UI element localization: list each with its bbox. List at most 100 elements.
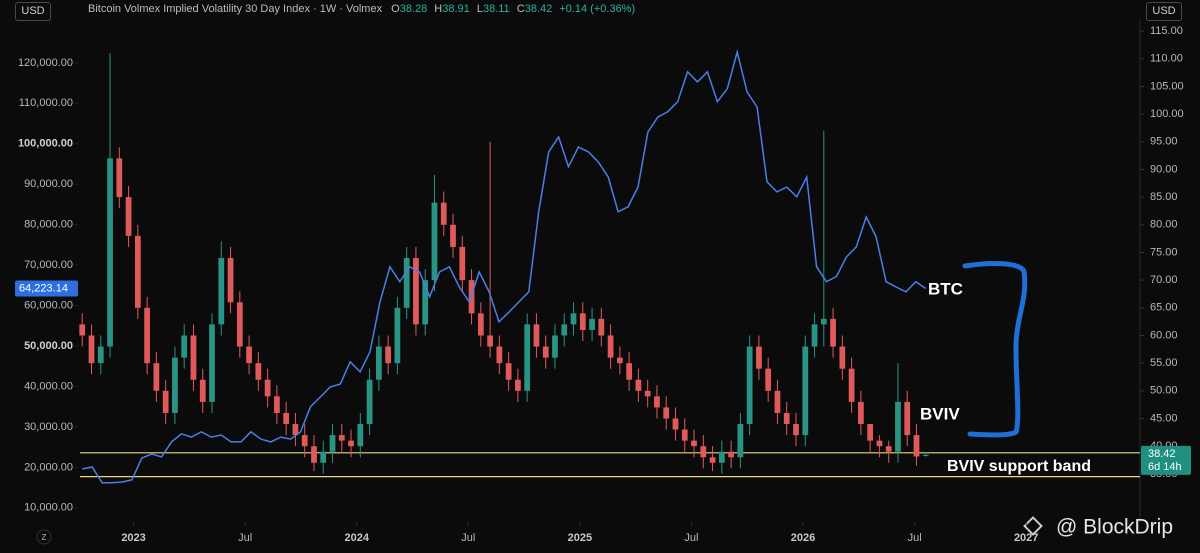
watermark-text: @ BlockDrip — [1056, 516, 1173, 539]
candle-body — [274, 396, 280, 413]
candle-body — [579, 313, 586, 330]
candle-body — [348, 440, 354, 447]
candle-body — [885, 446, 892, 452]
x-tick-label: 2024 — [344, 532, 369, 544]
scale-button[interactable] — [36, 529, 52, 545]
btc-price-label: 64,223.14 — [19, 282, 68, 294]
candle-body — [311, 446, 317, 463]
candle-body — [858, 401, 864, 425]
ohlc-label: C — [516, 3, 525, 15]
candle-body — [691, 440, 697, 447]
x-tick-label: Jul — [908, 532, 922, 544]
y2-tick-label: 55.00 — [1150, 357, 1178, 369]
y2-tick-label: 105.00 — [1150, 80, 1184, 92]
candle-body — [496, 346, 503, 364]
y2-tick-label: 80.00 — [1150, 219, 1178, 231]
candle-body — [385, 346, 392, 364]
y-tick-label: 120,000.00 — [18, 57, 73, 69]
candle-body — [895, 401, 901, 452]
x-tick-label: Jul — [238, 532, 252, 544]
ohlc-value: 38.28 — [399, 3, 428, 15]
candle-body — [811, 324, 818, 347]
candle-body — [236, 302, 243, 347]
y2-tick-label: 75.00 — [1150, 246, 1178, 258]
candle-body — [728, 451, 734, 458]
ohlc-value: 38.11 — [482, 3, 510, 15]
currency-left[interactable]: USD — [15, 2, 51, 21]
currency-right[interactable]: USD — [1146, 2, 1182, 21]
candle-body — [570, 313, 577, 325]
candle-body — [227, 257, 234, 303]
candle-body — [431, 202, 438, 281]
candle-body — [487, 335, 493, 347]
candle-body — [737, 424, 744, 458]
brace — [962, 261, 1028, 438]
candle-body — [672, 418, 679, 430]
candle-body — [718, 451, 725, 463]
candle-body — [125, 197, 132, 236]
candle-body — [422, 280, 429, 325]
candle-body — [922, 454, 929, 456]
y-tick-label: 40,000.00 — [24, 380, 73, 392]
y2-tick-label: 70.00 — [1150, 274, 1178, 286]
bviv-countdown: 6d 14h — [1148, 461, 1182, 473]
candle-body — [607, 335, 614, 358]
candle-body — [830, 318, 836, 347]
candle-body — [172, 357, 178, 413]
candle-body — [97, 346, 104, 364]
candle-body — [181, 335, 188, 358]
candle-body — [820, 318, 827, 325]
candle-body — [301, 435, 308, 447]
candle-body — [440, 202, 447, 225]
x-tick-label: Jul — [461, 532, 475, 544]
candle-body — [848, 368, 855, 402]
y2-tick-label: 85.00 — [1150, 191, 1178, 203]
x-tick-label: 2025 — [568, 532, 592, 544]
candle-body — [746, 346, 753, 425]
candle-body — [626, 363, 633, 380]
annotation: BVIV support band — [947, 458, 1091, 475]
y-tick-label: 70,000.00 — [24, 259, 73, 271]
candle-body — [709, 457, 716, 463]
candle-body — [654, 396, 660, 408]
candle-body — [329, 435, 336, 452]
candle-body — [246, 346, 252, 364]
candle-body — [292, 424, 299, 436]
candle-body — [413, 257, 419, 325]
btc-price-box — [15, 280, 78, 297]
candle-body — [867, 424, 874, 441]
y-tick-label: 80,000.00 — [24, 219, 73, 231]
candle-body — [375, 346, 382, 380]
candle-body — [107, 158, 113, 347]
candle-body — [756, 346, 762, 369]
y-tick-label: 90,000.00 — [24, 178, 73, 190]
candle-body — [542, 346, 549, 358]
watermark — [1023, 516, 1043, 536]
candle-body — [616, 357, 623, 364]
candle-body — [561, 324, 568, 336]
candle-body — [79, 324, 86, 336]
bviv-price-box — [1141, 445, 1191, 475]
candle-body — [153, 363, 160, 391]
candle-body — [88, 335, 95, 364]
candle-body — [320, 451, 327, 463]
ohlc-value: 38.91 — [442, 3, 470, 15]
candle-body — [209, 324, 215, 402]
candle-body — [802, 346, 809, 436]
candle-body — [700, 446, 707, 458]
y-tick-label: 50,000.00 — [24, 340, 73, 352]
y2-tick-label: 50.00 — [1150, 385, 1178, 397]
ohlc-label: O — [391, 3, 400, 15]
annotation: BVIV — [920, 404, 960, 423]
y-tick-label: 60,000.00 — [24, 299, 73, 311]
candle-body — [162, 390, 169, 413]
x-tick-label: 2027 — [1014, 532, 1038, 544]
candle-body — [338, 435, 345, 441]
y2-tick-label: 115.00 — [1150, 25, 1183, 37]
candle-body — [524, 324, 531, 391]
legend-header: Bitcoin Volmex Implied Volatility 30 Day… — [88, 3, 639, 15]
scale-button-label[interactable]: Z — [42, 533, 47, 542]
candle-body — [765, 368, 772, 391]
y-tick-label: 30,000.00 — [24, 421, 73, 433]
